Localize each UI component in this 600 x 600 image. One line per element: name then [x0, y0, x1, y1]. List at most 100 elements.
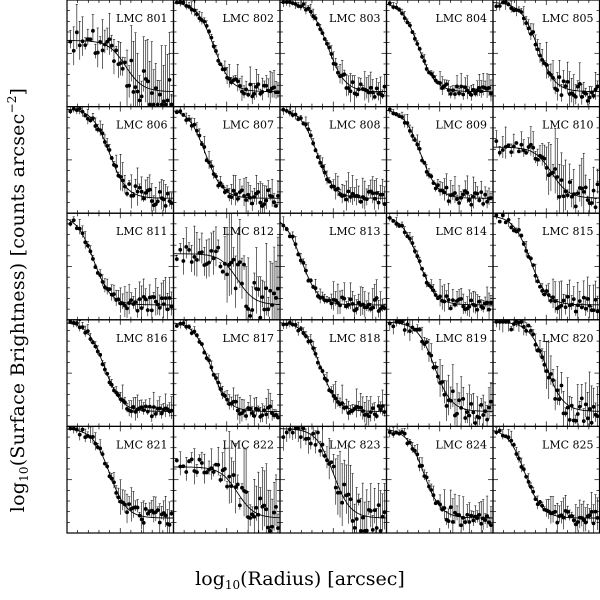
data-point: [244, 490, 249, 494]
data-point: [313, 351, 318, 356]
data-point: [557, 194, 562, 199]
data-point: [350, 80, 355, 85]
data-point: [293, 112, 298, 117]
data-point: [77, 432, 82, 437]
data-point: [571, 518, 576, 523]
data-point: [394, 112, 399, 117]
data-point: [489, 91, 493, 96]
data-point: [127, 502, 132, 507]
data-point: [318, 160, 323, 165]
data-point: [497, 428, 502, 433]
data-point: [320, 31, 325, 36]
panel-label: LMC 813: [329, 225, 380, 238]
data-point: [509, 327, 514, 332]
data-point: [204, 24, 209, 28]
data-point: [322, 454, 327, 458]
data-point: [268, 404, 273, 409]
data-point: [301, 331, 306, 335]
data-point: [376, 404, 381, 408]
data-point: [448, 398, 453, 403]
data-point: [585, 297, 590, 301]
panel-lmc-812: LMC 812: [172, 212, 281, 321]
data-point: [216, 183, 221, 188]
data-point: [453, 92, 457, 96]
data-point: [358, 199, 363, 204]
data-point: [555, 520, 560, 525]
data-point: [246, 307, 251, 311]
data-point: [350, 301, 355, 306]
data-point: [442, 190, 447, 195]
panel-lmc-814: LMC 814: [385, 212, 494, 321]
data-point: [429, 353, 434, 358]
data-point: [159, 411, 164, 416]
data-point: [453, 191, 457, 195]
data-point: [68, 320, 73, 324]
data-point: [147, 404, 152, 409]
data-point: [137, 513, 142, 518]
panel-lmc-823: LMC 823: [279, 425, 388, 534]
data-point: [382, 510, 387, 515]
data-point: [410, 30, 415, 34]
data-point: [192, 122, 197, 127]
data-points: [68, 319, 174, 423]
panel-lmc-805: LMC 805: [492, 0, 600, 108]
data-point: [147, 295, 152, 300]
data-point: [308, 9, 313, 14]
y-axis-label-prefix: log: [7, 481, 29, 513]
data-point: [408, 329, 412, 334]
x-axis-label-rest: (Radius) [arcsec]: [240, 568, 405, 590]
data-point: [256, 407, 261, 412]
data-point: [459, 296, 464, 301]
data-point: [74, 321, 79, 326]
panel-label: LMC 809: [436, 119, 487, 132]
data-point: [250, 94, 255, 99]
data-point: [431, 181, 436, 186]
data-point: [544, 369, 549, 373]
data-point: [387, 430, 392, 435]
data-point: [222, 467, 227, 471]
data-point: [262, 408, 267, 413]
data-point: [387, 1, 392, 6]
data-point: [405, 121, 410, 125]
data-point: [450, 88, 455, 93]
data-point: [242, 262, 246, 267]
data-point: [483, 192, 488, 197]
data-point: [585, 98, 590, 103]
data-point: [589, 420, 594, 425]
data-point: [551, 170, 555, 175]
data-point: [240, 281, 244, 286]
data-point: [181, 259, 186, 263]
data-point: [519, 233, 524, 238]
panel-label: LMC 804: [436, 12, 487, 25]
data-point: [216, 462, 221, 467]
data-point: [561, 298, 566, 303]
data-point: [333, 62, 338, 67]
data-point: [446, 88, 451, 93]
panel-label: LMC 818: [329, 332, 380, 345]
x-axis-label-prefix: log: [195, 568, 225, 590]
data-point: [184, 324, 189, 329]
data-point: [98, 446, 103, 451]
data-point: [374, 296, 379, 300]
data-point: [116, 495, 121, 500]
data-point: [74, 427, 79, 432]
data-point: [244, 414, 249, 418]
data-point: [256, 287, 261, 292]
data-point: [157, 520, 162, 525]
data-point: [143, 507, 148, 511]
panel-label: LMC 802: [223, 12, 274, 25]
data-point: [118, 61, 123, 66]
data-point: [98, 128, 103, 133]
data-point: [521, 16, 526, 21]
data-point: [77, 226, 82, 231]
data-point: [503, 0, 508, 5]
data-point: [473, 303, 478, 308]
data-point: [540, 58, 545, 62]
data-point: [583, 185, 588, 190]
data-point: [354, 517, 359, 521]
data-point: [519, 10, 524, 14]
data-point: [139, 517, 144, 522]
data-point: [511, 144, 516, 149]
data-point: [494, 139, 499, 144]
data-point: [298, 258, 303, 263]
